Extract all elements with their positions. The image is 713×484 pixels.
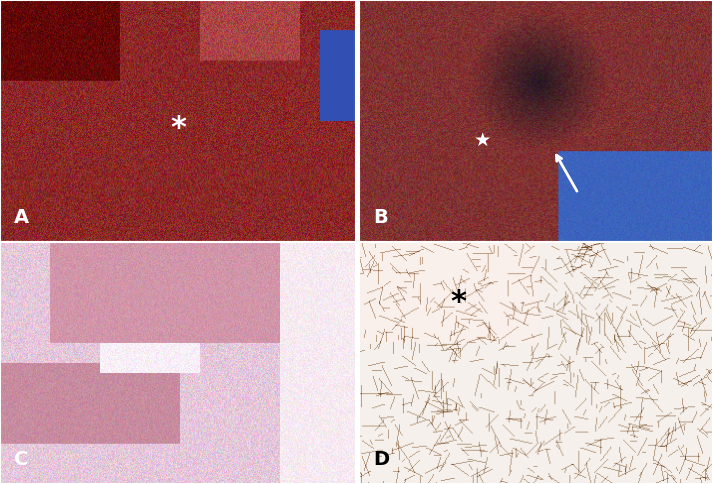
Text: B: B [373, 209, 388, 227]
Text: *: * [450, 288, 466, 317]
Text: *: * [170, 114, 186, 143]
Text: A: A [14, 209, 29, 227]
Text: D: D [373, 451, 389, 469]
Text: C: C [14, 451, 29, 469]
Text: ★: ★ [474, 131, 491, 150]
